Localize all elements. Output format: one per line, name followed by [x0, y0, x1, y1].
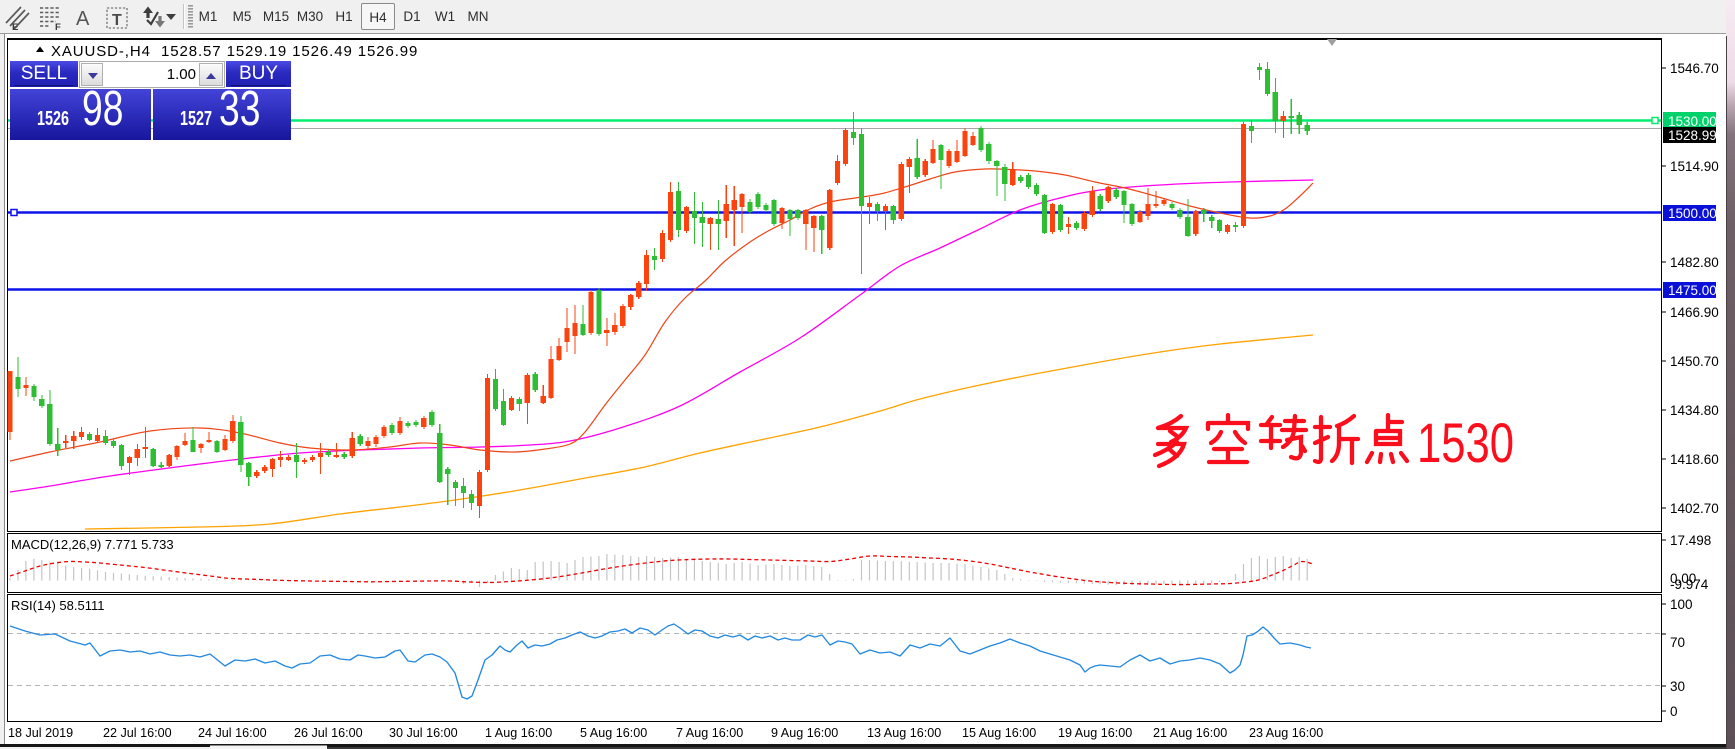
svg-text:9 Aug 16:00: 9 Aug 16:00 — [771, 726, 838, 740]
svg-text:1402.70: 1402.70 — [1670, 501, 1719, 516]
svg-text:1482.80: 1482.80 — [1670, 255, 1719, 270]
svg-text:15 Aug 16:00: 15 Aug 16:00 — [962, 726, 1036, 740]
svg-text:1514.90: 1514.90 — [1670, 159, 1719, 174]
svg-text:26 Jul 16:00: 26 Jul 16:00 — [294, 726, 363, 740]
svg-text:MACD(12,26,9) 7.771 5.733: MACD(12,26,9) 7.771 5.733 — [11, 537, 174, 552]
svg-text:7 Aug 16:00: 7 Aug 16:00 — [676, 726, 743, 740]
svg-text:21 Aug 16:00: 21 Aug 16:00 — [1153, 726, 1227, 740]
svg-text:1418.60: 1418.60 — [1670, 452, 1719, 467]
svg-text:1 Aug 16:00: 1 Aug 16:00 — [485, 726, 552, 740]
svg-text:-9.974: -9.974 — [1670, 577, 1709, 592]
svg-text:1528.99: 1528.99 — [1668, 128, 1717, 143]
svg-text:1475.00: 1475.00 — [1668, 283, 1717, 298]
svg-text:0.00: 0.00 — [1670, 571, 1696, 586]
svg-text:1546.70: 1546.70 — [1670, 61, 1719, 76]
svg-text:1530.00: 1530.00 — [1668, 114, 1717, 129]
svg-text:19 Aug 16:00: 19 Aug 16:00 — [1058, 726, 1132, 740]
svg-text:1500.00: 1500.00 — [1668, 206, 1717, 221]
svg-text:5 Aug 16:00: 5 Aug 16:00 — [580, 726, 647, 740]
svg-text:18 Jul 2019: 18 Jul 2019 — [8, 726, 73, 740]
svg-text:F: F — [55, 22, 61, 33]
svg-text:100: 100 — [1670, 597, 1693, 612]
svg-text:0: 0 — [1670, 704, 1678, 719]
svg-text:22 Jul 16:00: 22 Jul 16:00 — [103, 726, 172, 740]
svg-text:1450.70: 1450.70 — [1670, 354, 1719, 369]
svg-text:1530: 1530 — [1417, 413, 1514, 473]
svg-text:T: T — [112, 12, 122, 29]
svg-text:E: E — [12, 22, 18, 33]
svg-text:XAUUSD-,H4 1528.57 1529.19 15: XAUUSD-,H4 1528.57 1529.19 1526.49 1526.… — [51, 43, 418, 60]
svg-text:1466.90: 1466.90 — [1670, 305, 1719, 320]
svg-text:30 Jul 16:00: 30 Jul 16:00 — [389, 726, 458, 740]
svg-text:30: 30 — [1670, 679, 1685, 694]
svg-text:70: 70 — [1670, 635, 1685, 650]
svg-text:13 Aug 16:00: 13 Aug 16:00 — [867, 726, 941, 740]
svg-text:1434.80: 1434.80 — [1670, 403, 1719, 418]
svg-text:17.498: 17.498 — [1670, 533, 1711, 548]
svg-text:A: A — [76, 8, 90, 30]
svg-text:24 Jul 16:00: 24 Jul 16:00 — [198, 726, 267, 740]
svg-text:RSI(14) 58.5111: RSI(14) 58.5111 — [11, 598, 104, 613]
svg-text:23 Aug 16:00: 23 Aug 16:00 — [1249, 726, 1323, 740]
